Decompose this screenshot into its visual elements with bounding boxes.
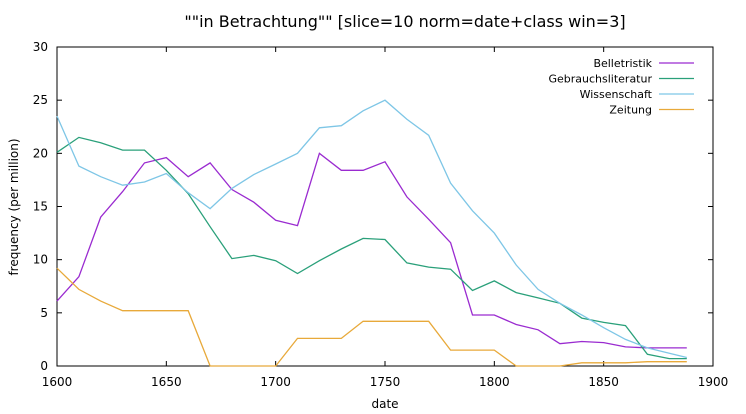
legend-label-gebrauchsliteratur: Gebrauchsliteratur — [548, 73, 652, 86]
x-tick-label-1800: 1800 — [479, 375, 510, 389]
y-tick-label-10: 10 — [33, 253, 48, 267]
x-tick-label-1650: 1650 — [151, 375, 182, 389]
legend: Belletristik Gebrauchsliteratur Wissenscha… — [548, 57, 694, 117]
y-tick-label-20: 20 — [33, 146, 48, 160]
series-line-belletristik — [56, 152, 687, 349]
chart-title: ""in Betrachtung"" [slice=10 norm=date+c… — [184, 12, 625, 31]
axes: 1600 1650 1700 1750 1800 1850 1900 0 5 10 15 20 25 30 — [33, 40, 729, 389]
y-tick-label-15: 15 — [33, 200, 48, 214]
y-tick-label-25: 25 — [33, 93, 48, 107]
x-axis-label: date — [371, 397, 398, 411]
y-tick-label-0: 0 — [40, 359, 48, 373]
x-tick-label-1600: 1600 — [42, 375, 73, 389]
x-tick-label-1850: 1850 — [588, 375, 619, 389]
series-lines — [56, 99, 687, 367]
y-axis-label: frequency (per million) — [7, 138, 21, 275]
series-line-gebrauchsliteratur — [56, 136, 687, 360]
x-tick-label-1700: 1700 — [260, 375, 291, 389]
series-line-zeitung — [56, 267, 687, 367]
y-tick-label-30: 30 — [33, 40, 48, 54]
series-line-wissenschaft — [56, 99, 687, 359]
legend-label-zeitung: Zeitung — [609, 104, 652, 117]
x-tick-label-1750: 1750 — [370, 375, 401, 389]
x-tick-label-1900: 1900 — [698, 375, 729, 389]
y-tick-label-5: 5 — [40, 306, 48, 320]
legend-label-wissenschaft: Wissenschaft — [580, 88, 653, 101]
legend-label-belletristik: Belletristik — [593, 57, 652, 70]
